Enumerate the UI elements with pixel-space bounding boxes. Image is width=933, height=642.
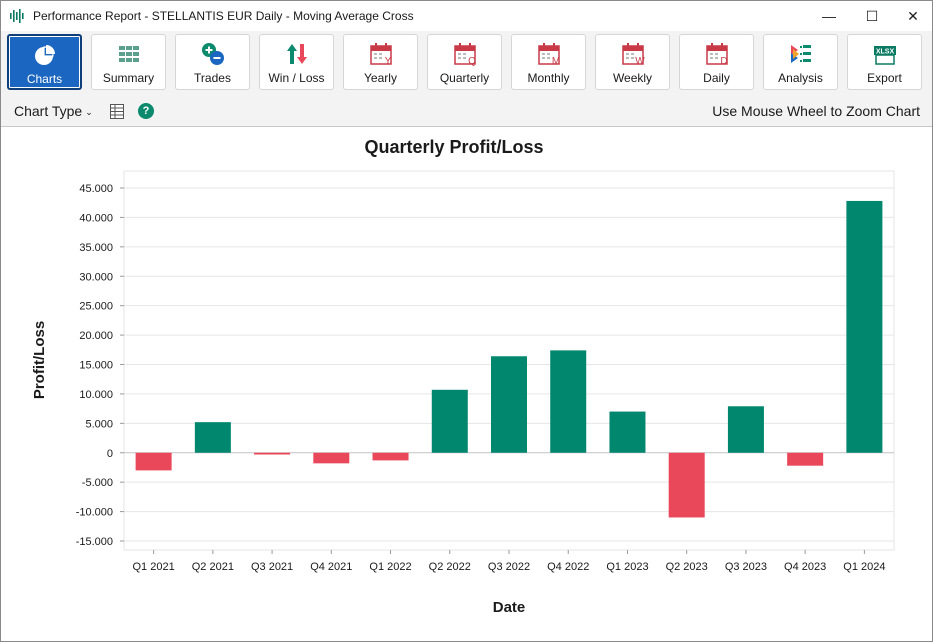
x-tick-label: Q1 2022 <box>369 561 411 573</box>
analysis-icon <box>790 45 811 63</box>
y-tick-label: 10.000 <box>79 389 113 401</box>
x-tick-label: Q4 2022 <box>547 561 589 573</box>
chart-options-bar: Chart Type ⌄ ? Use Mouse Wheel to Zoom Ch… <box>1 97 932 127</box>
report-toolbar: Charts Summary Trades <box>1 31 932 97</box>
trades-button[interactable]: Trades <box>175 34 250 90</box>
x-tick-label: Q4 2021 <box>310 561 352 573</box>
analysis-button[interactable]: Analysis <box>763 34 838 90</box>
close-button[interactable]: ✕ <box>907 7 919 24</box>
x-axis-title: Date <box>493 599 526 616</box>
y-tick-label: 45.000 <box>79 183 113 195</box>
y-tick-label: 35.000 <box>79 242 113 254</box>
y-tick-label: 5.000 <box>85 418 113 430</box>
bar-q4-2022 <box>550 350 587 453</box>
y-tick-label: 0 <box>107 448 113 460</box>
bar-q3-2023 <box>727 406 764 453</box>
y-tick-label: 40.000 <box>79 212 113 224</box>
monthly-button-label: Monthly <box>527 71 570 85</box>
export-button-label: Export <box>867 71 902 85</box>
bar-q3-2021 <box>254 452 291 455</box>
chevron-down-icon: ⌄ <box>85 107 93 117</box>
y-tick-label: 15.000 <box>79 360 113 372</box>
svg-text:XLSX: XLSX <box>875 49 894 56</box>
bar-q1-2022 <box>372 452 409 461</box>
pie-chart-icon <box>34 45 55 65</box>
quarterly-button-label: Quarterly <box>439 71 490 85</box>
trades-button-label: Trades <box>194 71 231 85</box>
y-tick-label: 30.000 <box>79 271 113 283</box>
calendar-q-icon: Q <box>453 43 476 67</box>
yearly-button-label: Yearly <box>364 71 397 85</box>
up-down-arrows-icon <box>286 44 307 64</box>
bar-q1-2021 <box>135 452 172 471</box>
x-tick-label: Q4 2023 <box>784 561 826 573</box>
x-tick-label: Q3 2022 <box>488 561 530 573</box>
analysis-button-label: Analysis <box>778 71 823 85</box>
chart-title: Quarterly Profit/Loss <box>364 137 543 157</box>
charts-button[interactable]: Charts <box>7 34 82 90</box>
bar-q3-2022 <box>491 356 527 453</box>
daily-button[interactable]: D Daily <box>679 34 754 90</box>
minimize-button[interactable]: — <box>822 8 836 24</box>
x-tick-label: Q1 2024 <box>843 561 885 573</box>
summary-button-label: Summary <box>102 71 155 85</box>
bar-q2-2021 <box>194 422 231 453</box>
chart-type-label: Chart Type <box>14 103 83 119</box>
svg-text:W: W <box>635 56 645 67</box>
app-waveform-icon <box>10 9 24 23</box>
zoom-hint-text: Use Mouse Wheel to Zoom Chart <box>712 103 920 119</box>
y-tick-label: -10.000 <box>76 507 113 519</box>
bar-q1-2023 <box>609 411 646 453</box>
bar-q2-2023 <box>668 452 705 518</box>
summary-button[interactable]: Summary <box>91 34 166 90</box>
title-bar[interactable]: Performance Report - STELLANTIS EUR Dail… <box>1 1 932 31</box>
charts-button-label: Charts <box>26 72 63 86</box>
x-tick-label: Q3 2023 <box>725 561 767 573</box>
svg-text:M: M <box>551 56 559 67</box>
calendar-w-icon: W <box>621 43 645 67</box>
x-tick-label: Q2 2021 <box>192 561 234 573</box>
summary-grid-icon <box>118 46 139 62</box>
help-icon[interactable]: ? <box>138 103 154 119</box>
bar-q4-2021 <box>313 452 350 464</box>
x-tick-label: Q1 2023 <box>606 561 648 573</box>
calendar-d-icon: D <box>705 43 728 67</box>
calendar-m-icon: M <box>537 43 560 67</box>
daily-button-label: Daily <box>703 71 730 85</box>
weekly-button[interactable]: W Weekly <box>595 34 670 90</box>
plus-minus-icon <box>201 43 224 65</box>
xlsx-export-icon: XLSX <box>873 46 896 65</box>
calendar-y-icon: Y <box>369 43 392 67</box>
yearly-button[interactable]: Y Yearly <box>343 34 418 90</box>
svg-text:Y: Y <box>384 56 391 67</box>
svg-text:D: D <box>720 56 727 67</box>
monthly-button[interactable]: M Monthly <box>511 34 586 90</box>
bar-q4-2023 <box>787 452 824 466</box>
bar-q1-2024 <box>846 200 883 453</box>
export-button[interactable]: XLSX Export <box>847 34 922 90</box>
chart-area[interactable]: 45.000 40.000 35.000 30.000 25.000 20.000 15.0… <box>1 128 932 641</box>
y-tick-label: 20.000 <box>79 330 113 342</box>
quarterly-button[interactable]: Q Quarterly <box>427 34 502 90</box>
profit-loss-chart[interactable]: 45.000 40.000 35.000 30.000 25.000 20.000 15.0… <box>1 128 932 641</box>
y-axis-title: Profit/Loss <box>31 321 48 399</box>
y-tick-label: 25.000 <box>79 301 113 313</box>
y-tick-label: -15.000 <box>76 536 113 548</box>
win-loss-button[interactable]: Win / Loss <box>259 34 334 90</box>
data-table-icon[interactable] <box>110 104 124 119</box>
window-title: Performance Report - STELLANTIS EUR Dail… <box>33 9 414 23</box>
x-tick-label: Q3 2021 <box>251 561 293 573</box>
maximize-button[interactable]: ☐ <box>865 7 879 24</box>
x-tick-label: Q2 2022 <box>429 561 471 573</box>
bar-q2-2022 <box>431 389 468 453</box>
weekly-button-label: Weekly <box>612 71 653 85</box>
y-tick-label: -5.000 <box>82 477 113 489</box>
x-tick-label: Q2 2023 <box>666 561 708 573</box>
x-tick-label: Q1 2021 <box>133 561 175 573</box>
win-loss-button-label: Win / Loss <box>268 71 325 85</box>
svg-text:Q: Q <box>468 56 476 67</box>
chart-type-dropdown[interactable]: Chart Type ⌄ <box>14 103 93 119</box>
